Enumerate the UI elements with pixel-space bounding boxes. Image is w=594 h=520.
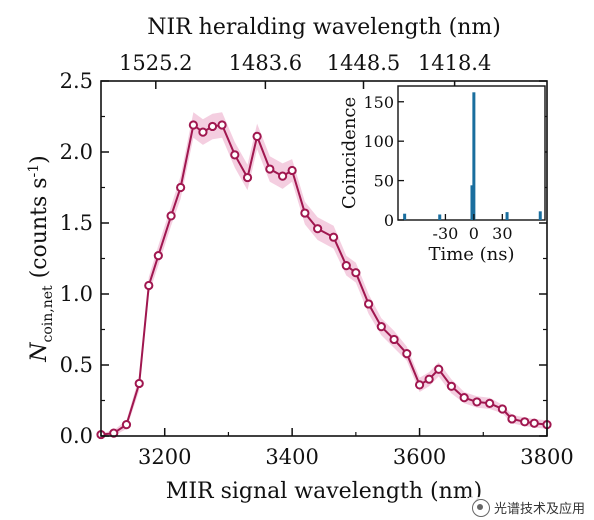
data-point [134, 378, 144, 389]
data-point [472, 397, 482, 407]
inset-bar [538, 211, 542, 220]
inset-y-title: Coincidence [339, 97, 360, 209]
inset-bar [505, 212, 509, 220]
x-axis-title: MIR signal wavelength (nm) [166, 479, 482, 504]
data-point [207, 121, 218, 132]
data-point [497, 404, 507, 414]
inset-x-tick-label: 0 [469, 224, 479, 243]
data-point [176, 182, 186, 193]
inset-y-tick-label: 50 [374, 172, 394, 191]
y-tick-label: 2.0 [60, 140, 93, 164]
x-tick-label: 3600 [393, 445, 446, 469]
watermark-text: 光谱技术及应用 [493, 502, 585, 517]
wechat-icon [471, 498, 490, 517]
inset-y-tick-label: 150 [363, 93, 394, 112]
top-axis-title: NIR heralding wavelength (nm) [147, 15, 501, 40]
top-tick-label: 1483.6 [229, 51, 302, 75]
data-point [313, 224, 323, 234]
data-point [242, 172, 253, 183]
data-point [153, 251, 163, 261]
y-tick-label: 1.5 [60, 211, 93, 235]
data-point [424, 374, 434, 384]
x-tick-label: 3400 [265, 445, 318, 469]
data-point [277, 171, 288, 181]
inset-bar [438, 214, 442, 220]
y-tick-label: 2.5 [60, 69, 93, 93]
y-tick-label: 0.5 [60, 353, 93, 377]
watermark: 光谱技术及应用 [468, 497, 588, 518]
y-axis-title: Ncoin,net (counts s-1) [26, 155, 56, 363]
data-point [529, 418, 539, 428]
data-point [402, 349, 412, 359]
inset-y-tick-label: 100 [363, 132, 394, 151]
inset-bar [403, 213, 407, 220]
inset-x-tick-label: 30 [492, 224, 512, 243]
data-point [520, 417, 530, 427]
inset-x-title: Time (ns) [428, 244, 514, 265]
x-tick-label: 3800 [520, 445, 573, 469]
data-point [300, 208, 310, 218]
inset-bar [472, 92, 476, 220]
inset-x-tick-label: -30 [433, 224, 459, 243]
inset-bar [470, 185, 474, 220]
y-tick-label: 0.0 [60, 424, 93, 448]
inset-plot: -30 0 30 0 50 100 150 Time (ns) Coincidence [339, 85, 546, 265]
data-point [389, 334, 399, 345]
y-tick-label: 1.0 [60, 282, 93, 306]
x-tick-label: 3200 [138, 445, 191, 469]
main-plot: 3200 3400 3600 3800 0.0 0.5 1.0 1.5 2.0 2.5 1525.2… [26, 15, 574, 504]
top-tick-label: 1448.5 [327, 51, 400, 75]
data-point [166, 211, 176, 221]
data-point [434, 364, 444, 374]
data-point [328, 232, 339, 242]
data-point [287, 165, 297, 176]
data-point [188, 120, 198, 130]
data-point [414, 380, 425, 390]
data-point [144, 280, 154, 291]
top-tick-label: 1525.2 [119, 51, 192, 75]
top-tick-label: 1418.4 [418, 51, 491, 75]
data-point [446, 381, 457, 391]
data-point [459, 393, 469, 403]
data-point [364, 299, 374, 309]
inset-y-tick-label: 0 [384, 211, 394, 230]
data-point [198, 127, 208, 137]
data-point [265, 164, 275, 174]
data-point [485, 398, 495, 408]
data-point [230, 150, 240, 160]
data-point [121, 420, 132, 430]
data-point [341, 261, 351, 271]
data-point [252, 131, 262, 141]
data-point [351, 268, 361, 278]
data-point [376, 322, 386, 332]
data-point [217, 120, 227, 130]
data-point [507, 414, 517, 424]
inset-frame [397, 85, 546, 221]
